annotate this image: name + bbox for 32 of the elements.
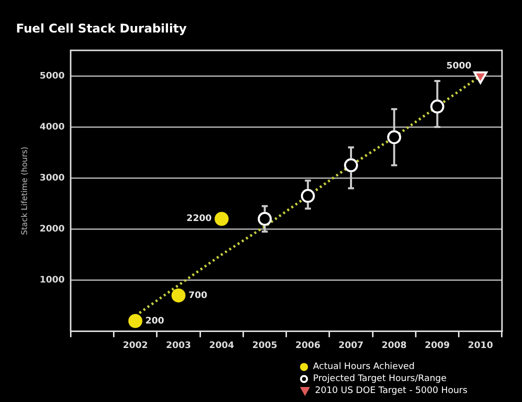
x-tick-label: 2004 [209,340,234,351]
x-tick-label: 2007 [338,340,364,351]
y-tick-label: 4000 [40,122,65,132]
point [344,158,358,172]
point [128,314,142,328]
point [430,100,444,114]
legend-label: Projected Target Hours/Range [313,374,447,384]
point [214,212,229,226]
legend-label: Actual Hours Achieved [313,362,415,372]
x-tick-label: 2003 [166,340,192,351]
point [300,188,315,203]
point [387,130,402,144]
point [258,212,272,226]
point [473,71,488,84]
chart-title: Fuel Cell Stack Durability [16,21,187,36]
y-tick-label: 5000 [40,71,65,82]
x-tick-label: 2008 [382,340,407,351]
x-tick-label: 2006 [295,340,320,351]
x-tick-label: 2002 [122,340,148,351]
y-axis-title: Stack Lifetime (hours) [20,146,29,236]
legend-label: 2010 US DOE Target - 5000 Hours [315,386,468,396]
x-tick-label: 2009 [424,340,450,351]
data-label: 2200 [186,214,212,224]
y-tick-label: 1000 [40,275,65,286]
data-label: 5000 [446,61,472,72]
data-label: 700 [188,290,208,301]
x-tick-label: 2005 [252,340,278,351]
y-tick-label: 2000 [40,224,65,234]
y-tick-label: 3000 [40,173,65,184]
data-label: 200 [145,316,164,326]
point [171,288,186,302]
x-tick-label: 2010 [468,340,493,351]
